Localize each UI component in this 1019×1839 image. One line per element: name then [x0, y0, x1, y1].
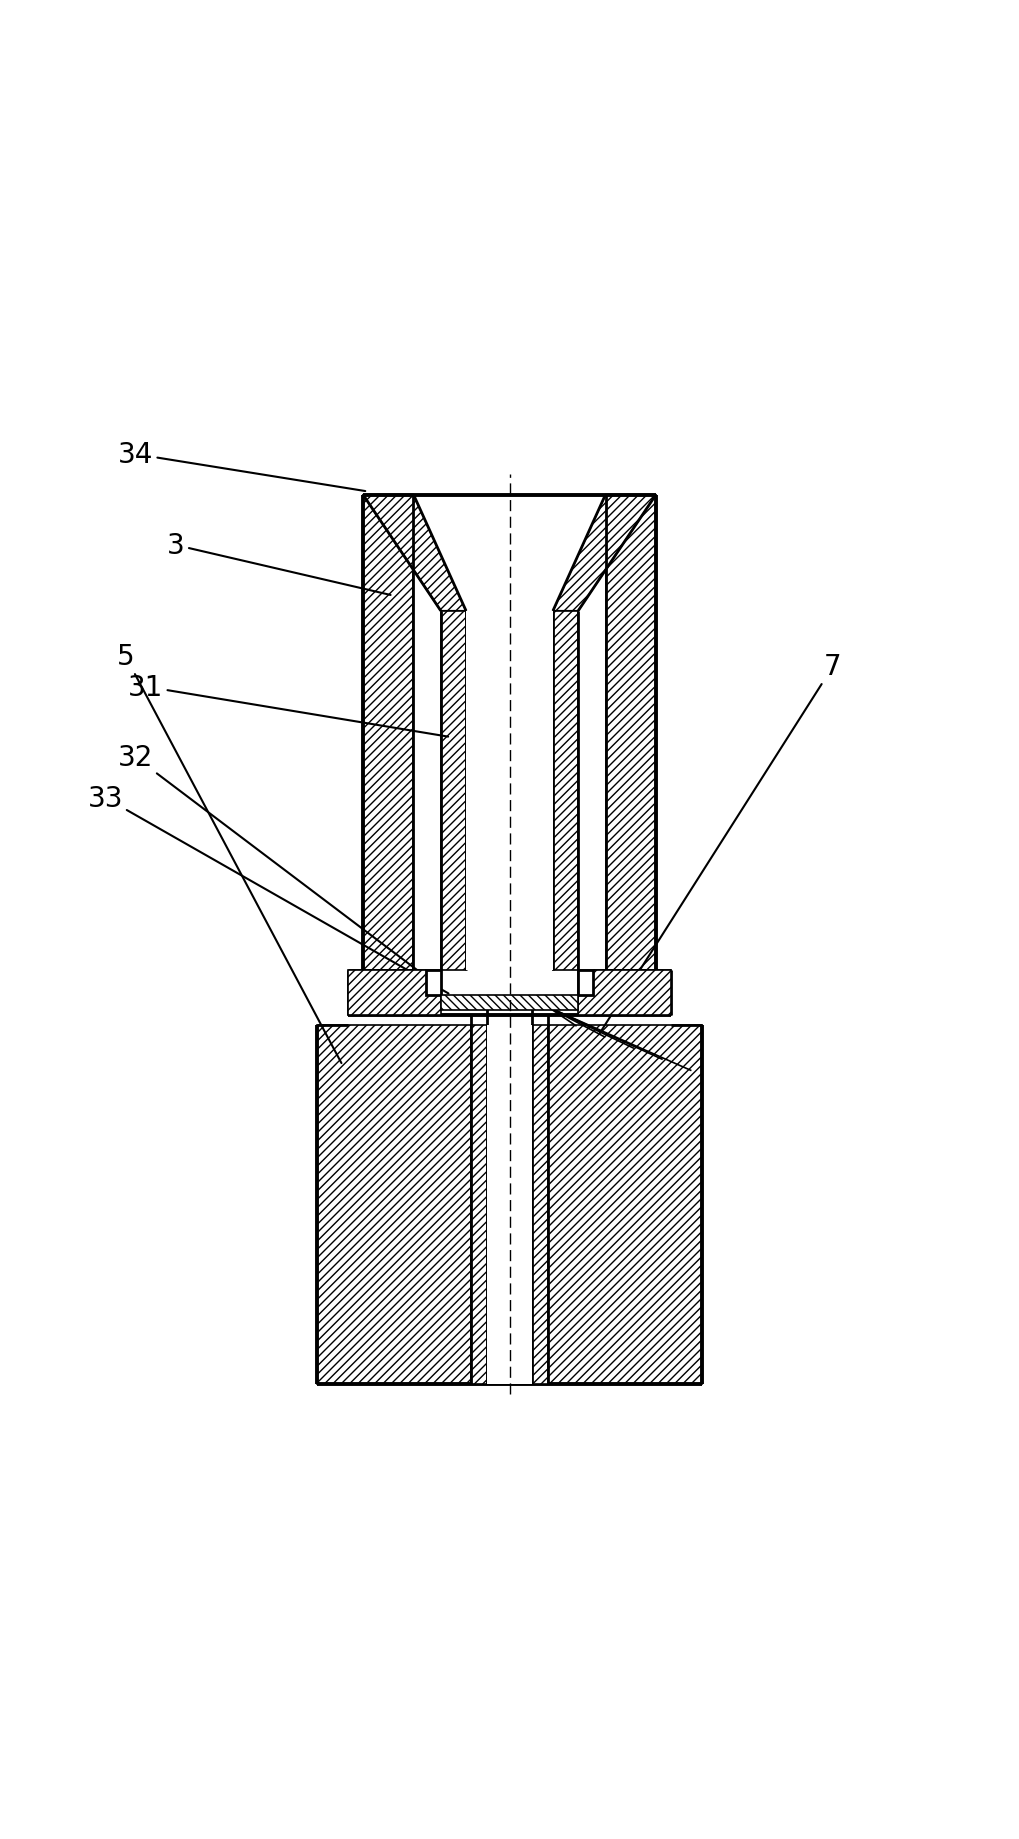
- Bar: [578, 969, 593, 995]
- Bar: [466, 611, 553, 969]
- Bar: [347, 969, 441, 1015]
- Bar: [318, 1026, 471, 1385]
- Bar: [548, 1026, 701, 1385]
- Text: 3: 3: [167, 531, 390, 596]
- Bar: [605, 495, 656, 969]
- Bar: [441, 611, 466, 969]
- Text: 34: 34: [118, 441, 365, 491]
- Bar: [471, 1026, 487, 1385]
- Bar: [553, 611, 578, 969]
- Polygon shape: [553, 495, 656, 611]
- Text: 31: 31: [128, 673, 448, 737]
- Polygon shape: [414, 495, 605, 611]
- Text: 5: 5: [116, 644, 341, 1063]
- Text: 7: 7: [600, 653, 842, 1034]
- Text: 32: 32: [118, 745, 431, 980]
- Bar: [578, 969, 672, 1015]
- Bar: [363, 495, 414, 969]
- Text: 33: 33: [88, 783, 448, 993]
- Polygon shape: [363, 495, 466, 611]
- Bar: [441, 995, 578, 1010]
- Bar: [426, 969, 441, 995]
- Bar: [532, 1026, 548, 1385]
- Bar: [487, 1026, 532, 1385]
